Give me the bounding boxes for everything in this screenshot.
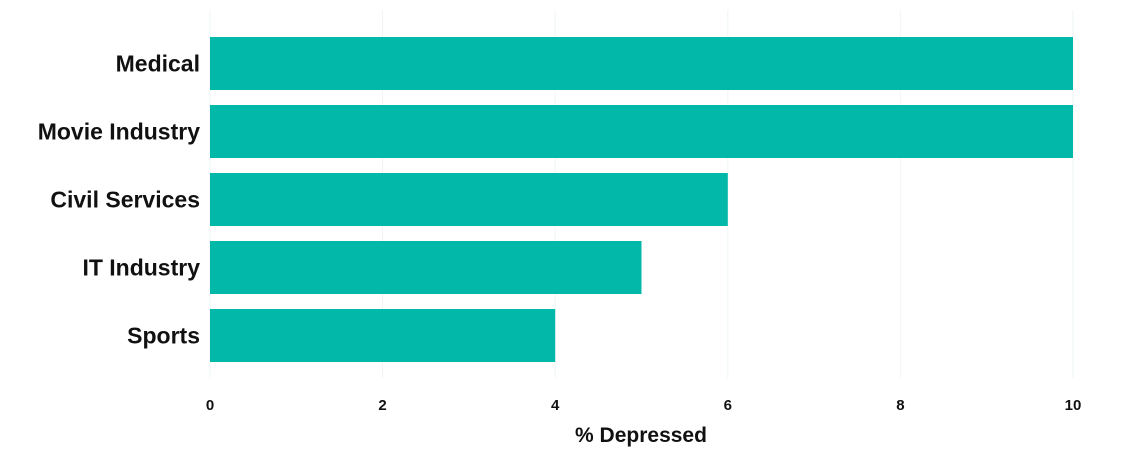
- category-labels: Medical Movie Industry Civil Services IT In…: [38, 51, 201, 349]
- x-axis-title: % Depressed: [575, 424, 707, 447]
- bar[interactable]: [210, 309, 556, 362]
- bars: [210, 37, 1073, 362]
- x-tick-label: 0: [206, 397, 214, 414]
- category-label: Sports: [127, 323, 200, 349]
- bar[interactable]: [210, 105, 1073, 158]
- bar[interactable]: [210, 241, 642, 294]
- bar[interactable]: [210, 37, 1073, 90]
- bar[interactable]: [210, 173, 728, 226]
- category-label: Movie Industry: [38, 119, 201, 145]
- category-label: IT Industry: [82, 255, 200, 281]
- category-label: Civil Services: [50, 187, 200, 213]
- x-tick-label: 6: [724, 397, 732, 414]
- x-tick-label: 2: [378, 397, 386, 414]
- category-label: Medical: [116, 51, 200, 77]
- x-tick-label: 8: [896, 397, 904, 414]
- x-tick-label: 4: [551, 397, 560, 414]
- x-tick-label: 10: [1065, 397, 1082, 414]
- x-tick-labels: 0 2 4 6 8 10: [206, 397, 1082, 414]
